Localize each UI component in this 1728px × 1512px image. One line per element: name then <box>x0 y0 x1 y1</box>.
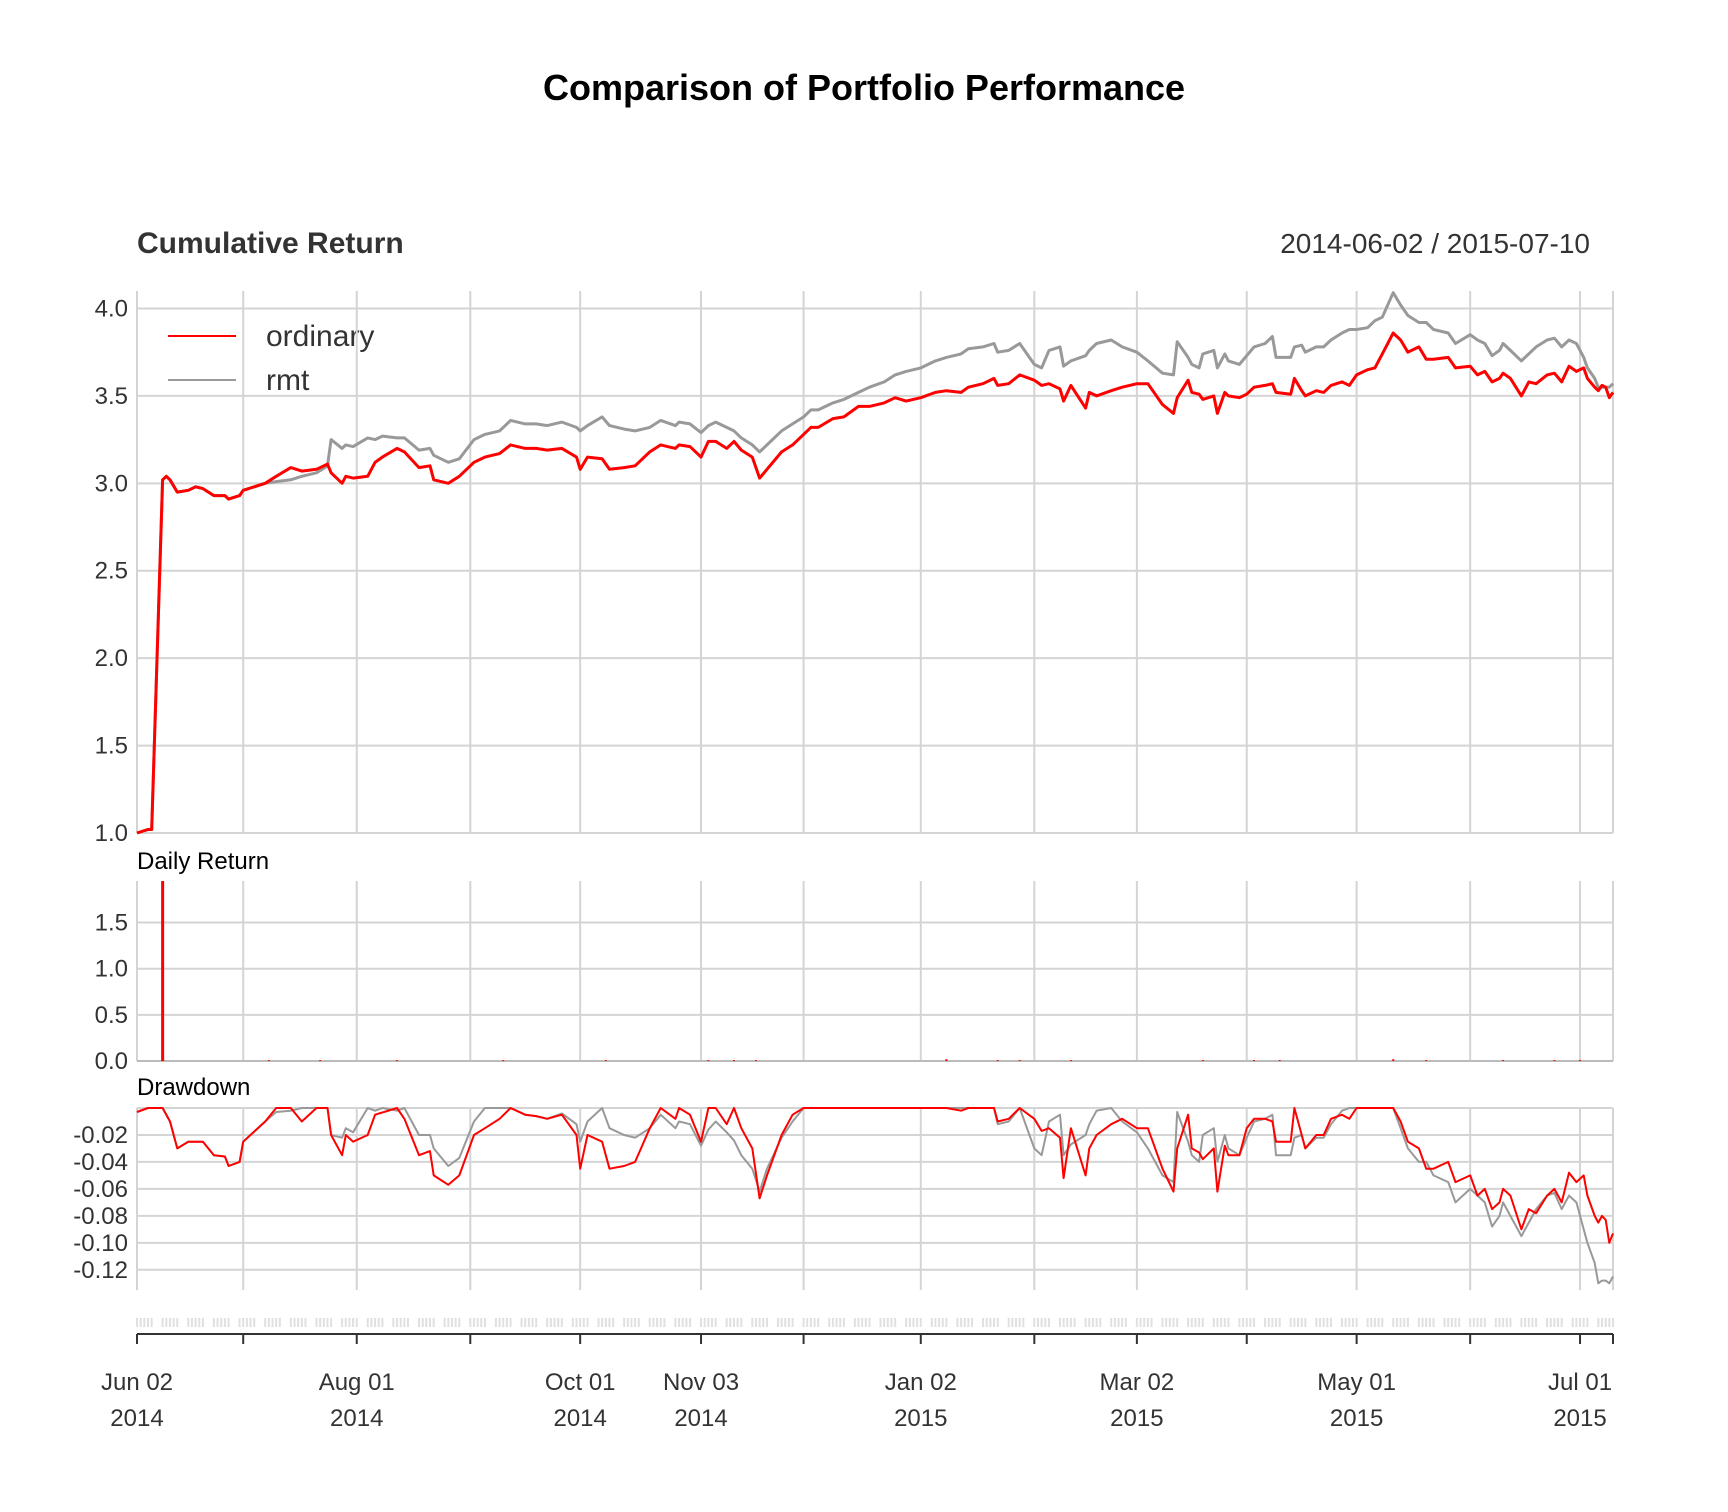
ytick-label-cumulative: 3.0 <box>95 470 128 497</box>
legend: ordinary rmt <box>168 320 374 397</box>
xtick-label-year: 2015 <box>894 1405 947 1432</box>
ytick-label-cumulative: 3.5 <box>95 383 128 410</box>
xtick-label-year: 2014 <box>110 1405 163 1432</box>
xtick-label-year: 2014 <box>553 1405 606 1432</box>
ytick-label-cumulative: 2.5 <box>95 558 128 585</box>
ytick-label-drawdown: -0.02 <box>73 1122 128 1149</box>
ytick-label-drawdown: -0.04 <box>73 1149 128 1176</box>
series-drawdown-ordinary <box>136 1107 1614 1244</box>
series-layer <box>136 291 1615 1285</box>
cumulative-return-title: Cumulative Return <box>137 227 404 260</box>
legend-label-rmt: rmt <box>266 364 310 397</box>
ytick-label-drawdown: -0.08 <box>73 1203 128 1230</box>
ytick-label-cumulative: 2.0 <box>95 645 128 672</box>
ytick-label-drawdown: -0.10 <box>73 1230 128 1257</box>
xtick-label-month: Jan 02 <box>885 1369 957 1396</box>
xtick-label-month: Mar 02 <box>1100 1369 1175 1396</box>
drawdown-title: Drawdown <box>137 1074 250 1101</box>
ytick-label-daily: 1.5 <box>95 910 128 937</box>
xtick-label-month: Jun 02 <box>101 1369 173 1396</box>
daily-return-title: Daily Return <box>137 848 269 875</box>
ytick-label-daily: 1.0 <box>95 956 128 983</box>
xtick-label-year: 2014 <box>674 1405 727 1432</box>
xtick-label-month: Jul 01 <box>1548 1369 1612 1396</box>
date-range-label: 2014-06-02 / 2015-07-10 <box>1280 228 1590 259</box>
ytick-label-cumulative: 4.0 <box>95 295 128 322</box>
grid-layer: 1.01.52.02.53.03.54.00.00.51.01.5-0.02-0… <box>73 291 1614 1290</box>
x-axis: Jun 02 2014 Aug 01 2014 Oct 01 2014 Nov 03 2014… <box>101 1318 1614 1432</box>
ytick-label-drawdown: -0.12 <box>73 1257 128 1284</box>
xtick-label-month: May 01 <box>1317 1369 1396 1396</box>
ytick-label-daily: 0.5 <box>95 1002 128 1029</box>
xtick-label-month: Aug 01 <box>319 1369 395 1396</box>
ytick-label-daily: 0.0 <box>95 1048 128 1075</box>
series-cumulative-ordinary <box>136 331 1615 835</box>
xtick-label-year: 2015 <box>1553 1405 1606 1432</box>
chart-title: Comparison of Portfolio Performance <box>543 67 1185 108</box>
xtick-label-month: Oct 01 <box>545 1369 616 1396</box>
series-drawdown-rmt <box>136 1107 1614 1285</box>
xtick-label-year: 2015 <box>1110 1405 1163 1432</box>
legend-label-ordinary: ordinary <box>266 320 374 353</box>
ytick-label-drawdown: -0.06 <box>73 1176 128 1203</box>
series-cumulative-rmt <box>136 291 1615 835</box>
ytick-label-cumulative: 1.5 <box>95 733 128 760</box>
xtick-label-year: 2015 <box>1330 1405 1383 1432</box>
ytick-label-cumulative: 1.0 <box>95 820 128 847</box>
xtick-label-month: Nov 03 <box>663 1369 739 1396</box>
xtick-label-year: 2014 <box>330 1405 383 1432</box>
